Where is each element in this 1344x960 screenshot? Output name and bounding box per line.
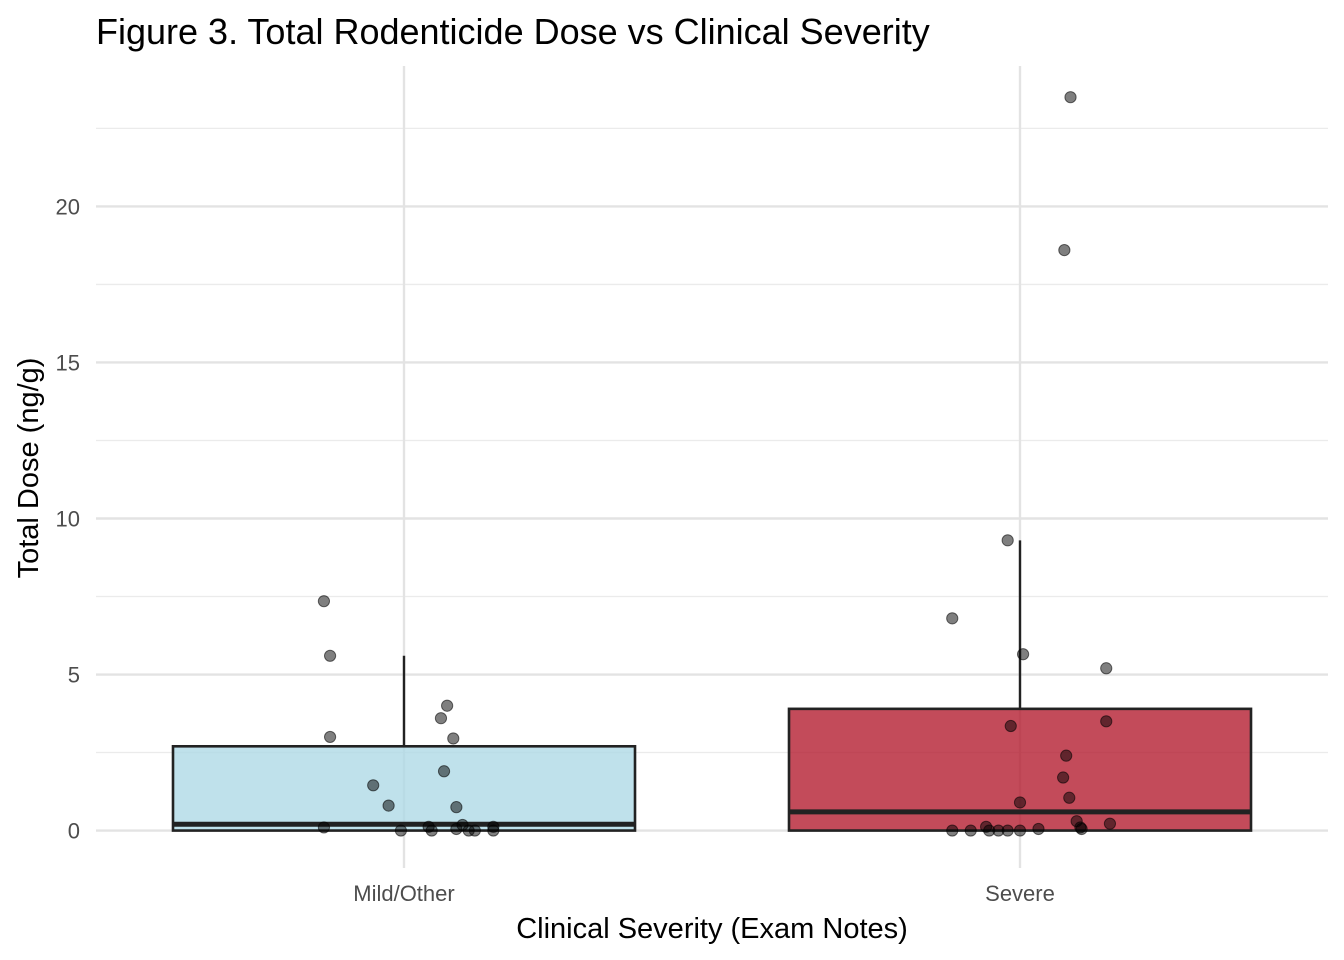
box-body xyxy=(171,744,637,832)
data-point xyxy=(1013,824,1027,837)
data-point xyxy=(317,595,331,608)
data-point xyxy=(468,824,481,837)
data-point xyxy=(382,799,395,812)
data-point xyxy=(1064,91,1077,104)
x-tick-label: Mild/Other xyxy=(353,881,454,906)
data-point xyxy=(1004,719,1017,733)
data-point xyxy=(1013,796,1027,809)
boxes xyxy=(171,540,1253,832)
data-point xyxy=(964,824,977,837)
data-point xyxy=(447,732,460,745)
y-tick-label: 0 xyxy=(68,819,80,844)
data-point xyxy=(487,824,500,837)
y-tick-label: 15 xyxy=(56,350,80,375)
data-point xyxy=(367,779,380,792)
data-point xyxy=(441,699,454,712)
y-axis-title: Total Dose (ng/g) xyxy=(13,358,45,579)
data-point xyxy=(425,824,438,837)
data-point xyxy=(946,824,959,837)
data-point xyxy=(1032,822,1045,836)
data-point xyxy=(1063,791,1076,804)
data-point xyxy=(1001,534,1014,547)
x-tick-label: Severe xyxy=(985,881,1055,906)
y-tick-label: 5 xyxy=(68,663,80,688)
data-point xyxy=(1100,715,1113,728)
y-tick-label: 10 xyxy=(56,506,80,531)
y-tick-label: 20 xyxy=(56,194,80,219)
x-axis-title: Clinical Severity (Exam Notes) xyxy=(516,913,908,945)
data-point xyxy=(450,801,463,814)
data-point xyxy=(946,612,959,625)
data-point xyxy=(437,765,451,778)
data-point xyxy=(323,649,337,662)
data-point xyxy=(1016,648,1030,661)
data-point xyxy=(1058,244,1071,257)
chart-title: Figure 3. Total Rodenticide Dose vs Clin… xyxy=(96,11,930,52)
data-point xyxy=(1001,824,1014,837)
data-point xyxy=(323,730,337,744)
data-point xyxy=(317,821,331,834)
data-point xyxy=(1103,817,1117,830)
data-point xyxy=(1057,771,1070,784)
data-point xyxy=(1075,822,1088,836)
data-points xyxy=(317,91,1117,837)
data-point xyxy=(1060,749,1073,762)
axes: 0 5 10 15 20 Mild/Other Severe xyxy=(56,194,1055,906)
data-point xyxy=(434,712,448,725)
data-point xyxy=(1100,662,1113,675)
data-point xyxy=(394,824,408,837)
